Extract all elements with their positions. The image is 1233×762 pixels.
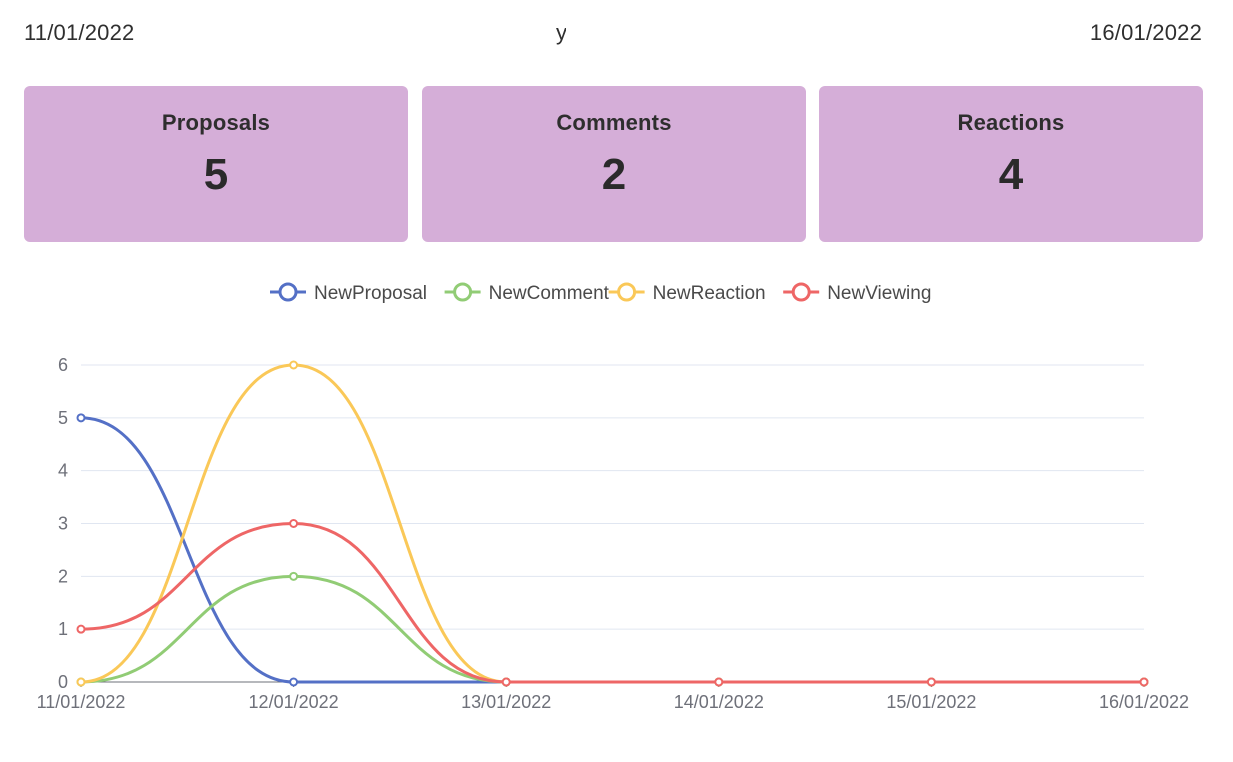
x-tick-label: 11/01/2022 — [37, 692, 126, 712]
legend-label: NewReaction — [653, 283, 766, 304]
data-point-newcomment — [289, 571, 299, 581]
series-line-newproposal — [79, 416, 1146, 684]
data-point-newviewing — [926, 677, 936, 687]
legend-item-newproposal[interactable]: NewProposal — [270, 282, 427, 304]
summary-cards: Proposals 5 Comments 2 Reactions 4 — [24, 86, 1203, 242]
reactions-card-value: 4 — [998, 150, 1024, 199]
legend-circle-icon — [453, 282, 473, 302]
data-point-newviewing — [501, 677, 511, 687]
x-tick-label: 15/01/2022 — [886, 692, 976, 712]
legend-label: NewViewing — [827, 283, 931, 304]
chart-svg: NewProposal NewComment NewReaction NewViewi… — [37, 282, 1189, 712]
chart-legend: NewProposal NewComment NewReaction NewViewi… — [270, 282, 931, 304]
legend-label: NewProposal — [314, 283, 427, 304]
y-tick-label: 1 — [58, 619, 68, 639]
x-tick-label: 13/01/2022 — [461, 692, 551, 712]
data-point-newproposal — [289, 677, 299, 687]
legend-circle-icon — [278, 282, 298, 302]
y-tick-label: 3 — [58, 514, 68, 534]
legend-item-newviewing[interactable]: NewViewing — [783, 282, 931, 304]
comments-card: Comments 2 — [422, 86, 806, 242]
clipped-glyph: y — [556, 20, 566, 45]
reactions-card: Reactions 4 — [819, 86, 1203, 242]
data-point-newproposal — [76, 413, 86, 423]
proposals-card: Proposals 5 — [24, 86, 408, 242]
date-range-header: 11/01/2022 y 16/01/2022 — [24, 18, 1202, 48]
legend-label: NewComment — [489, 283, 610, 304]
x-tick-label: 12/01/2022 — [249, 692, 339, 712]
series-newviewing — [76, 519, 1149, 687]
end-date: 16/01/2022 — [1089, 20, 1202, 45]
y-tick-label: 5 — [58, 408, 68, 428]
series-line-newviewing — [79, 522, 1146, 684]
data-point-newreaction — [76, 677, 86, 687]
y-grid: 0 1 2 3 4 5 6 — [58, 355, 1144, 692]
reactions-card-title: Reactions — [957, 110, 1065, 135]
comments-card-title: Comments — [556, 110, 672, 135]
y-tick-label: 0 — [58, 672, 68, 692]
y-tick-label: 4 — [58, 461, 68, 481]
data-point-newreaction — [289, 360, 299, 370]
legend-item-newcomment[interactable]: NewComment — [444, 282, 610, 304]
series-newproposal — [76, 413, 1149, 687]
data-point-newviewing — [289, 519, 299, 528]
data-point-newviewing — [1139, 677, 1149, 687]
activity-line-chart: NewProposal NewComment NewReaction NewViewi… — [0, 270, 1233, 730]
x-tick-label: 16/01/2022 — [1099, 692, 1189, 712]
legend-circle-icon — [791, 282, 811, 302]
comments-card-value: 2 — [601, 150, 627, 199]
data-point-newviewing — [76, 624, 86, 634]
proposals-card-value: 5 — [203, 150, 229, 199]
start-date: 11/01/2022 — [24, 20, 135, 45]
y-tick-label: 2 — [58, 566, 68, 586]
data-point-newviewing — [714, 677, 724, 687]
x-tick-label: 14/01/2022 — [674, 692, 764, 712]
x-axis: 11/01/2022 12/01/2022 13/01/2022 14/01/2022… — [37, 682, 1189, 712]
y-tick-label: 6 — [58, 355, 68, 375]
proposals-card-title: Proposals — [161, 110, 271, 135]
legend-item-newreaction[interactable]: NewReaction — [608, 282, 766, 304]
legend-circle-icon — [617, 282, 637, 302]
